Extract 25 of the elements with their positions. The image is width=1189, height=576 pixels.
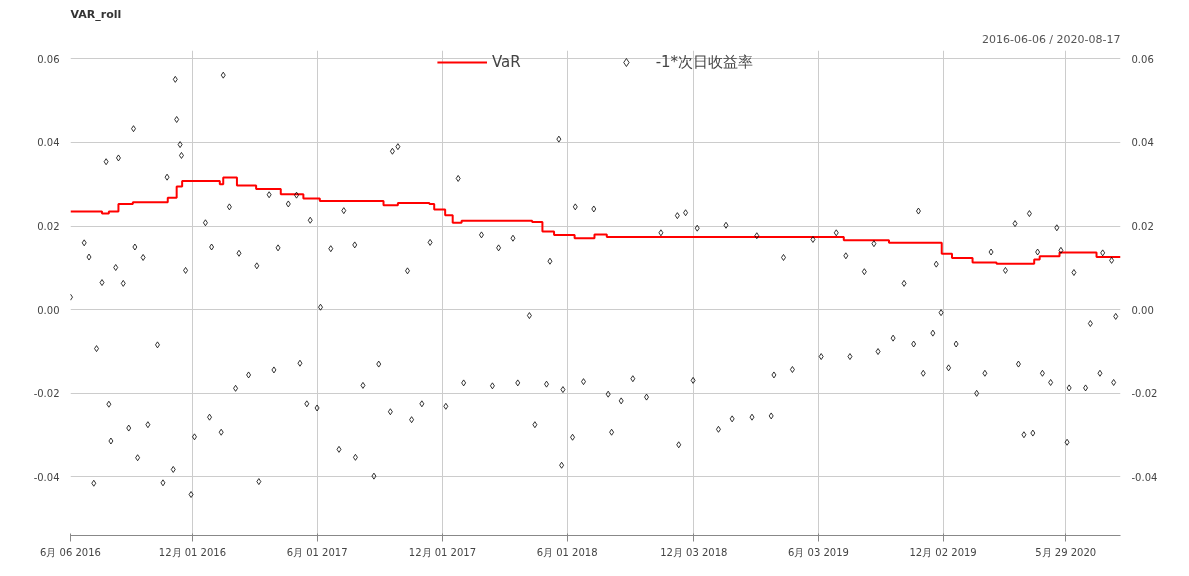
legend-label: VaR xyxy=(491,53,521,71)
x-tick-label: 12月 02 2019 xyxy=(909,546,977,558)
y2-tick-label: 0.04 xyxy=(1131,137,1154,149)
y-tick-label: -0.02 xyxy=(33,388,60,400)
y-tick-label: 0.00 xyxy=(37,304,60,316)
legend-label: -1*次日收益率 xyxy=(655,52,754,72)
y-tick-label: 0.04 xyxy=(37,137,60,149)
y2-tick-label: 0.00 xyxy=(1131,304,1154,316)
y2-tick-label: 0.02 xyxy=(1131,221,1154,233)
x-tick-label: 12月 03 2018 xyxy=(660,546,728,558)
y2-tick-label: -0.04 xyxy=(1131,471,1158,483)
text: 2016-06-06 / 2020-08-17 xyxy=(981,32,1121,46)
y-tick-label: 0.02 xyxy=(37,221,60,233)
x-tick-label: 12月 01 2017 xyxy=(408,546,477,558)
x-tick-label: 6月 01 2018 xyxy=(536,546,598,558)
y2-tick-label: 0.06 xyxy=(1131,53,1154,65)
chart-title: VAR_roll xyxy=(70,7,122,21)
x-tick-label: 6月 06 2016 xyxy=(40,546,101,558)
x-tick-label: 6月 03 2019 xyxy=(788,546,849,558)
x-tick-label: 6月 01 2017 xyxy=(286,546,348,558)
y2-tick-label: -0.02 xyxy=(1131,388,1158,400)
y-tick-label: 0.06 xyxy=(37,53,60,65)
y-tick-label: -0.04 xyxy=(33,471,60,483)
x-tick-label: 12月 01 2016 xyxy=(158,546,227,558)
x-tick-label: 5月 29 2020 xyxy=(1035,546,1097,558)
